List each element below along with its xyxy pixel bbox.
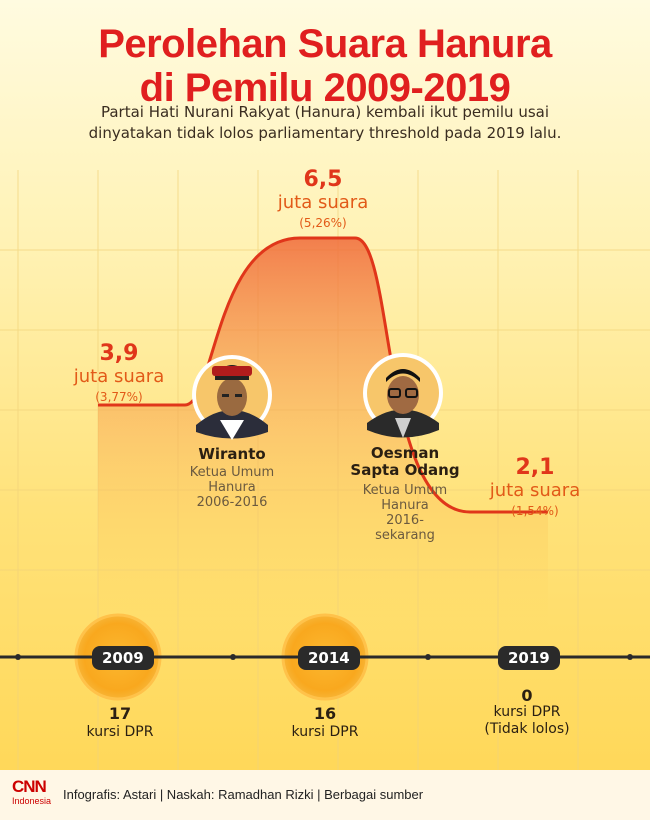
page-title: Perolehan Suara Hanura di Pemilu 2009-20… (0, 22, 650, 110)
value-percent: (3,77%) (95, 390, 143, 404)
seat-label-line: kursi DPR (493, 704, 561, 720)
title-line-2: di Pemilu 2009-2019 (139, 66, 511, 110)
seat-note: (Tidak lolos) (484, 721, 570, 737)
value-unit: juta suara (277, 192, 369, 213)
oesman-portrait (363, 353, 443, 438)
title-line-1: Perolehan Suara Hanura (98, 22, 552, 66)
footer-credit: Infografis: Astari | Naskah: Ramadhan Ri… (63, 787, 424, 802)
role-line: Ketua Umum (362, 483, 448, 498)
footer: CNN Indonesia Infografis: Astari | Naska… (0, 770, 650, 820)
role-line: sekarang (375, 528, 435, 543)
value-percent: (1,54%) (511, 504, 559, 518)
timeline-dot (15, 654, 21, 660)
timeline-dot (230, 654, 236, 660)
seat-count-2019: 0 (521, 686, 533, 705)
seat-count-2009: 17 (108, 704, 132, 723)
year-badge-2019: 2019 (498, 646, 560, 670)
timeline-dot (627, 654, 633, 660)
cnn-indonesia-logo: CNN Indonesia (12, 778, 52, 812)
person-role-wiranto: Ketua Umum Hanura 2006-2016 (172, 465, 292, 510)
vote-area (98, 238, 548, 630)
person-name-wiranto: Wiranto (172, 446, 292, 463)
seat-label-2014: kursi DPR (291, 724, 359, 740)
seat-count-2014: 16 (313, 704, 337, 723)
page-subtitle: Partai Hati Nurani Rakyat (Hanura) kemba… (50, 102, 600, 144)
value-number: 3,9 (99, 341, 139, 366)
timeline-dot (425, 654, 431, 660)
subtitle-line-1: Partai Hati Nurani Rakyat (Hanura) kemba… (100, 103, 550, 121)
person-name-line: Sapta Odang (350, 461, 460, 479)
person-name-line: Wiranto (198, 445, 266, 463)
person-name-oesman: Oesman Sapta Odang (340, 445, 470, 479)
value-label-2019: 2,1 juta suara (1,54%) (470, 456, 600, 520)
value-number: 2,1 (515, 455, 555, 480)
wiranto-portrait (192, 355, 272, 440)
person-name-line: Oesman (370, 444, 440, 462)
value-label-2009: 3,9 juta suara (3,77%) (54, 342, 184, 406)
logo-text: CNN (12, 777, 47, 796)
value-number: 6,5 (303, 167, 343, 192)
role-line: Hanura (208, 480, 256, 495)
role-line: Ketua Umum (189, 465, 275, 480)
role-line: Hanura (381, 498, 429, 513)
role-line: 2016- (386, 513, 424, 528)
value-unit: juta suara (489, 480, 581, 501)
value-percent: (5,26%) (299, 216, 347, 230)
role-line: 2006-2016 (196, 495, 268, 510)
seat-label-2009: kursi DPR (86, 724, 154, 740)
subtitle-line-2: dinyatakan tidak lolos parliamentary thr… (88, 124, 562, 142)
person-role-oesman: Ketua Umum Hanura 2016- sekarang (345, 483, 465, 543)
year-badge-2014: 2014 (298, 646, 360, 670)
logo-subtext: Indonesia (12, 796, 52, 806)
value-label-2014: 6,5 juta suara (5,26%) (258, 168, 388, 232)
value-unit: juta suara (73, 366, 165, 387)
year-badge-2009: 2009 (92, 646, 154, 670)
seat-label-2019: kursi DPR (Tidak lolos) (467, 704, 587, 738)
